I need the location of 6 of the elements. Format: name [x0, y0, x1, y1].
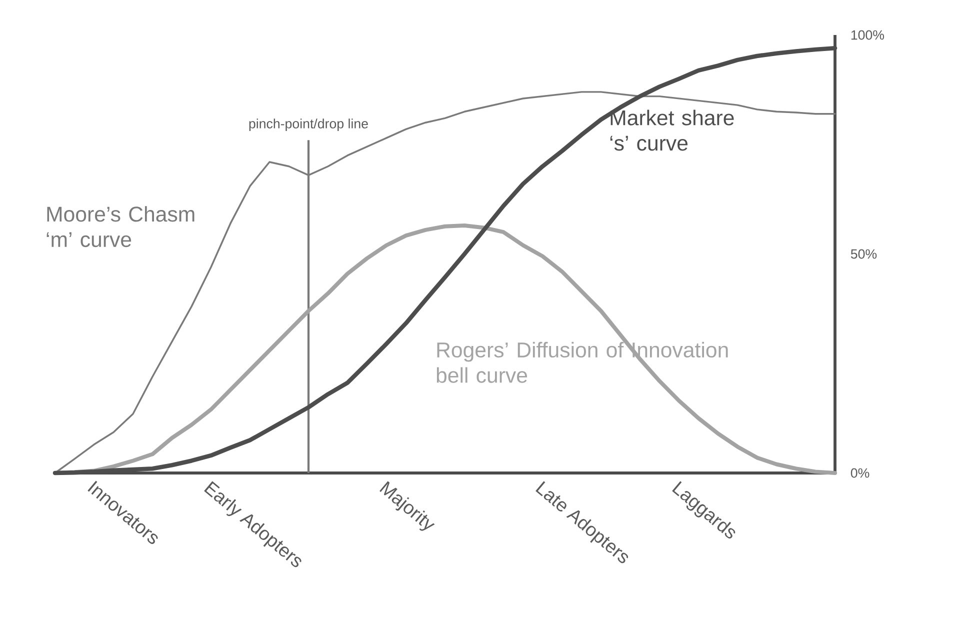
series-label: Market share ‘s’ curve	[610, 110, 734, 151]
annotation: pinch-point/drop line	[249, 118, 368, 132]
y-tick-label: 0%	[850, 468, 870, 478]
y-tick-label: 50%	[850, 249, 877, 259]
series-label: Moore’s Chasm ‘m’ curve	[46, 206, 194, 248]
y-tick-label: 100%	[851, 30, 884, 40]
